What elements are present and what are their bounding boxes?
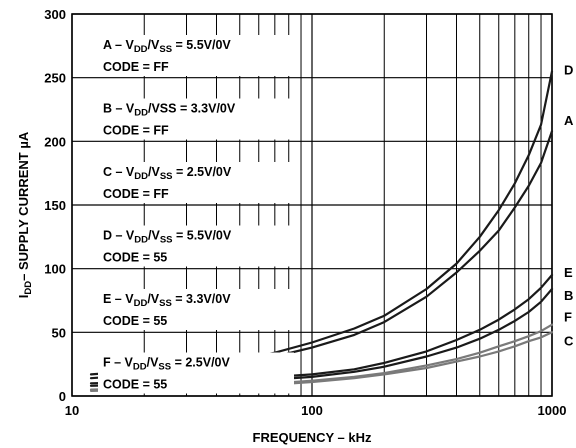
x-tick-label: 1000 xyxy=(538,403,567,418)
legend-item-background xyxy=(98,225,294,267)
legend-segment: /V xyxy=(147,292,159,306)
axes xyxy=(71,13,553,397)
legend-condition: A – VDD/VSS = 5.5V/0V xyxy=(103,38,231,55)
legend-segment: B – V xyxy=(103,102,135,116)
y-axis-title-text: – SUPPLY CURRENT µA xyxy=(16,131,31,281)
legend-code: CODE = FF xyxy=(103,60,169,74)
legend-item-c: C – VDD/VSS = 2.5V/0V CODE = FF xyxy=(98,162,294,203)
legend-segment: C – V xyxy=(103,165,135,179)
legend-segment: = 2.5V/0V xyxy=(171,356,230,370)
series-end-label-b: B xyxy=(564,288,573,303)
legend-subscript: DD xyxy=(134,235,148,246)
legend-segment: /VSS = 3.3V/0V xyxy=(148,102,236,116)
legend-condition: E – VDD/VSS = 3.3V/0V xyxy=(103,292,231,309)
legend-item-background xyxy=(98,162,294,203)
x-axis-title: FREQUENCY – kHz xyxy=(253,430,372,445)
legend-segment: F – V xyxy=(103,356,134,370)
plot-frame xyxy=(71,13,553,397)
legend-segment: = 5.5V/0V xyxy=(172,38,231,52)
legend-subscript: DD xyxy=(134,44,148,55)
y-axis-symbol-sub: DD xyxy=(23,281,34,295)
y-tick-label: 200 xyxy=(44,134,66,149)
legend-segment: /V xyxy=(148,229,160,243)
series-end-label-c: C xyxy=(564,333,574,348)
legend-code: CODE = 55 xyxy=(103,314,167,328)
y-tick-label: 250 xyxy=(44,71,66,86)
legend-subscript: DD xyxy=(133,362,147,373)
legend-code: CODE = FF xyxy=(103,124,169,138)
y-tick-label: 0 xyxy=(59,389,66,404)
series-end-label-d: D xyxy=(564,62,573,77)
legend-item-d: D – VDD/VSS = 5.5V/0V CODE = 55 xyxy=(98,225,294,267)
legend-segment: E – V xyxy=(103,292,134,306)
legend-subscript: SS xyxy=(159,298,172,309)
legend-condition: B – VDD/VSS = 3.3V/0V xyxy=(103,102,236,119)
legend-condition: F – VDD/VSS = 2.5V/0V xyxy=(103,356,230,373)
legend-segment: = 3.3V/0V xyxy=(172,292,231,306)
y-tick-label: 50 xyxy=(52,325,66,340)
legend-item-f: F – VDD/VSS = 2.5V/0V CODE = 55 xyxy=(98,352,294,394)
legend-code: CODE = FF xyxy=(103,187,169,201)
x-tick-label: 10 xyxy=(65,403,79,418)
y-tick-label: 100 xyxy=(44,262,66,277)
legend-code: CODE = 55 xyxy=(103,251,167,265)
legend-segment: D – V xyxy=(103,229,135,243)
legend-segment: = 5.5V/0V xyxy=(173,229,232,243)
series-end-label-e: E xyxy=(564,265,573,280)
legend-subscript: DD xyxy=(134,171,148,182)
legend-subscript: SS xyxy=(160,171,173,182)
legend-subscript: SS xyxy=(159,44,172,55)
y-axis-title: IDD– SUPPLY CURRENT µA xyxy=(16,131,34,298)
series-end-label-f: F xyxy=(564,310,572,325)
y-axis-symbol: I xyxy=(16,295,31,299)
legend-subscript: SS xyxy=(158,362,171,373)
legend-segment: /V xyxy=(148,38,160,52)
legend-subscript: DD xyxy=(134,298,148,309)
grid xyxy=(71,13,553,397)
legend-item-background xyxy=(98,289,294,330)
y-tick-label: 150 xyxy=(44,198,66,213)
legend-condition: C – VDD/VSS = 2.5V/0V xyxy=(103,165,232,182)
legend-segment: /V xyxy=(148,165,160,179)
series-end-label-a: A xyxy=(564,113,574,128)
legend-subscript: DD xyxy=(134,108,148,119)
x-tick-label: 100 xyxy=(301,403,323,418)
legend-segment: /V xyxy=(147,356,159,370)
tick-labels: 10 100 1000 0 50 100 150 200 250 300 xyxy=(44,7,566,418)
legend-item-background xyxy=(98,35,294,76)
legend-item-e: E – VDD/VSS = 3.3V/0V CODE = 55 xyxy=(98,289,294,330)
legend-segment: = 2.5V/0V xyxy=(173,165,232,179)
legend-code: CODE = 55 xyxy=(103,378,167,392)
legend-item-background xyxy=(98,98,294,140)
legend-item-background xyxy=(98,352,294,394)
y-tick-label: 300 xyxy=(44,7,66,22)
legend-item-b: B – VDD/VSS = 3.3V/0V CODE = FF xyxy=(98,98,294,140)
legend-segment: A – V xyxy=(103,38,134,52)
legend-subscript: SS xyxy=(160,235,173,246)
legend-condition: D – VDD/VSS = 5.5V/0V xyxy=(103,229,232,246)
